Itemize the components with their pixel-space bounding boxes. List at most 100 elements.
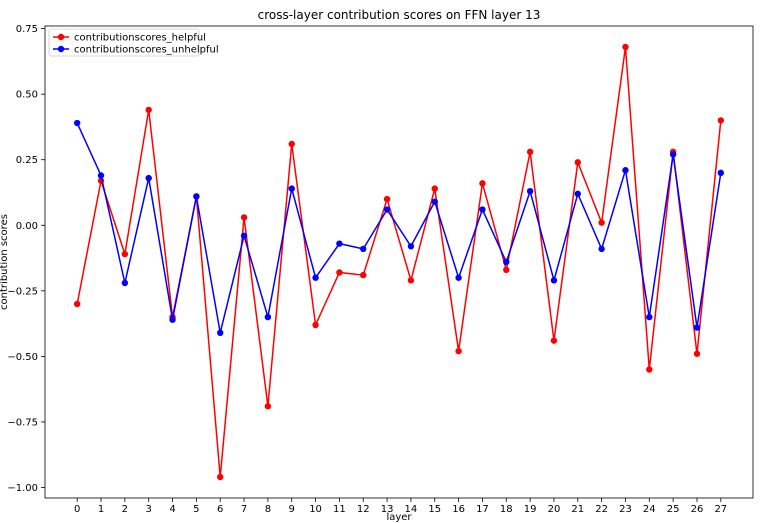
data-point-helpful <box>598 219 605 226</box>
x-tick-label: 16 <box>452 504 465 515</box>
y-tick-label: 0.25 <box>16 155 38 166</box>
data-point-unhelpful <box>407 243 415 250</box>
x-tick-label: 15 <box>428 504 441 515</box>
x-axis-label: layer <box>386 512 412 523</box>
x-tick-label: 17 <box>476 504 489 515</box>
data-point-unhelpful <box>598 245 605 253</box>
series-line-unhelpful <box>76 122 722 333</box>
data-point-unhelpful <box>193 193 200 200</box>
y-tick-label: −1.00 <box>7 483 38 494</box>
x-tick-label: 10 <box>309 504 322 515</box>
data-point-unhelpful <box>312 274 319 281</box>
data-point-unhelpful <box>526 188 534 195</box>
x-tick-label: 27 <box>714 504 727 515</box>
data-point-helpful <box>312 321 319 329</box>
data-point-unhelpful <box>145 174 152 182</box>
x-tick-label: 7 <box>241 504 247 515</box>
legend-entry-label: contributionscores_unhelpful <box>74 45 219 56</box>
y-tick-label: 0.00 <box>16 221 38 232</box>
data-point-helpful <box>360 271 367 279</box>
series-layer <box>73 43 725 481</box>
x-tick-label: 22 <box>595 504 608 515</box>
data-point-helpful <box>431 185 438 192</box>
data-point-unhelpful <box>479 206 486 213</box>
x-tick-label: 18 <box>500 504 513 515</box>
data-point-helpful <box>288 140 295 148</box>
y-tick-label: 0.75 <box>16 24 38 35</box>
chart-title: cross-layer contribution scores on FFN l… <box>258 8 541 22</box>
x-tick-label: 24 <box>643 504 656 515</box>
data-point-unhelpful <box>217 329 224 336</box>
x-tick-label: 8 <box>265 504 271 515</box>
data-point-helpful <box>550 337 558 344</box>
x-tick-label: 1 <box>98 504 104 515</box>
x-tick-label: 26 <box>691 504 704 515</box>
data-point-unhelpful <box>240 232 248 239</box>
data-point-unhelpful <box>550 277 558 284</box>
data-point-helpful <box>407 277 415 284</box>
data-point-unhelpful <box>383 206 391 213</box>
x-tick-label: 2 <box>122 504 128 515</box>
data-point-helpful <box>526 148 534 156</box>
x-tick-label: 4 <box>169 504 175 515</box>
data-point-unhelpful <box>455 274 462 281</box>
data-point-helpful <box>264 403 272 410</box>
data-point-unhelpful <box>669 151 677 158</box>
x-tick-label: 6 <box>217 504 223 515</box>
y-tick-label: −0.50 <box>7 352 38 363</box>
data-point-unhelpful <box>336 240 343 247</box>
data-point-helpful <box>383 195 391 203</box>
x-tick-label: 20 <box>548 504 561 515</box>
data-point-unhelpful <box>264 313 272 321</box>
x-tick-label: 19 <box>524 504 537 515</box>
data-point-unhelpful <box>73 119 81 127</box>
data-point-helpful <box>574 159 581 166</box>
data-point-helpful <box>336 269 343 276</box>
data-point-helpful <box>73 300 81 308</box>
legend-swatch-marker <box>57 45 65 53</box>
legend-swatch-marker <box>57 33 65 41</box>
data-point-unhelpful <box>288 185 295 192</box>
x-tick-label: 11 <box>333 504 346 515</box>
data-point-unhelpful <box>717 169 725 177</box>
y-axis-label: contribution scores <box>0 214 10 310</box>
x-axis: 0 1 2 3 4 5 6 7 8 9 10 11 12 13 14 15 16 17 18 19 20 21 22 23 24… <box>74 498 727 515</box>
x-tick-label: 0 <box>74 504 80 515</box>
data-point-helpful <box>479 180 486 187</box>
data-point-helpful <box>121 250 129 258</box>
legend: contributionscores_helpfulcontributionsc… <box>48 28 219 57</box>
data-point-helpful <box>717 117 725 124</box>
data-point-helpful <box>646 366 653 373</box>
y-tick-label: −0.25 <box>7 286 38 297</box>
x-tick-label: 21 <box>571 504 584 515</box>
data-point-unhelpful <box>97 172 105 179</box>
x-tick-label: 3 <box>146 504 152 515</box>
data-point-helpful <box>240 214 248 221</box>
x-tick-label: 9 <box>289 504 295 515</box>
data-point-helpful <box>217 473 224 481</box>
data-point-unhelpful <box>360 245 367 253</box>
y-tick-label: −0.75 <box>7 417 38 428</box>
y-tick-label: 0.50 <box>16 90 38 101</box>
data-point-helpful <box>503 266 510 274</box>
data-point-unhelpful <box>574 190 581 198</box>
data-point-unhelpful <box>431 198 438 205</box>
x-tick-label: 5 <box>193 504 199 515</box>
data-point-helpful <box>455 347 462 355</box>
plot-area <box>44 25 754 499</box>
legend-entry-label: contributionscores_helpful <box>74 33 206 44</box>
data-point-unhelpful <box>503 258 510 266</box>
x-tick-label: 25 <box>667 504 680 515</box>
data-point-unhelpful <box>622 167 629 174</box>
x-tick-label: 14 <box>405 504 418 515</box>
data-point-unhelpful <box>169 316 176 323</box>
x-tick-label: 13 <box>381 504 394 515</box>
y-axis: 0.75 0.50 0.25 0.00 −0.25 −0.50 −0.75 −1.00 <box>7 24 45 494</box>
data-point-helpful <box>693 350 701 357</box>
data-point-unhelpful <box>693 324 701 331</box>
legend-box <box>48 28 200 57</box>
data-point-unhelpful <box>646 313 653 321</box>
data-point-unhelpful <box>121 279 129 287</box>
data-point-helpful <box>622 43 629 51</box>
